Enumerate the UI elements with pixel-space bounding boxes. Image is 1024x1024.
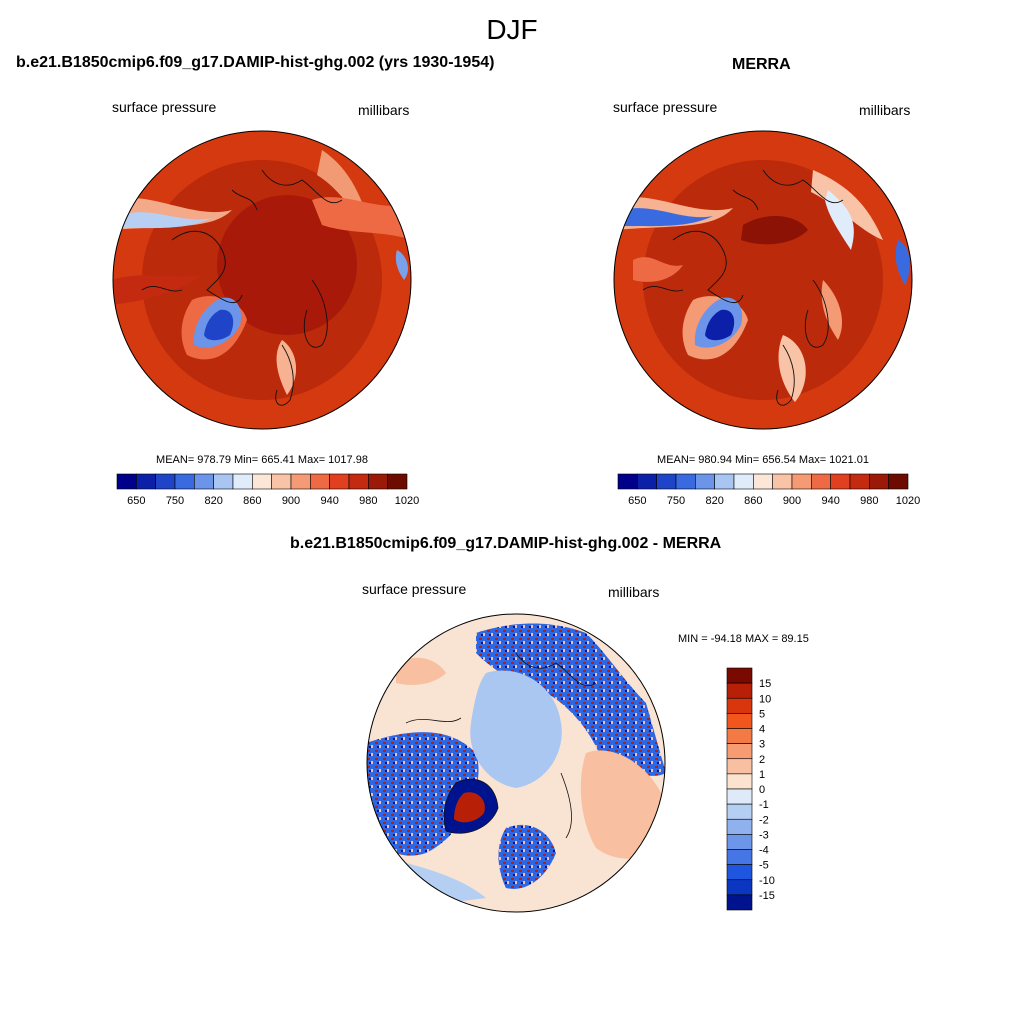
colorbar-obs-tick-label: 980	[860, 495, 878, 507]
colorbar-diff-swatch	[726, 894, 753, 911]
colorbar-model: 650 750 820 860 900 940 980 1020	[116, 473, 419, 507]
colorbar-obs-swatch	[830, 473, 851, 490]
colorbar-diff-tick-label: -15	[759, 890, 775, 902]
colorbar-diff-tick-label: -4	[759, 845, 769, 857]
colorbar-obs-tick-label: 820	[705, 495, 723, 507]
colorbar-obs-tick-label: 650	[628, 495, 646, 507]
colorbar-model-swatch	[329, 473, 350, 490]
colorbar-model-tick-label: 750	[166, 495, 184, 507]
colorbar-diff-tick-label: 5	[759, 708, 765, 720]
colorbar-obs-swatch	[772, 473, 793, 490]
colorbar-diff-swatch	[726, 834, 753, 850]
colorbar-diff-tick-label: 4	[759, 724, 765, 736]
colorbar-obs-tick-label: 750	[667, 495, 685, 507]
colorbar-diff-tick-label: -2	[759, 814, 769, 826]
colorbar-diff-tick-label: -10	[759, 875, 775, 887]
colorbar-model-swatch	[387, 473, 408, 490]
colorbar-diff-tick-label: 10	[759, 693, 771, 705]
colorbar-model-tick-label: 980	[359, 495, 377, 507]
panel-title-obs: MERRA	[732, 56, 791, 73]
colorbar-model-swatch	[252, 473, 272, 490]
panel-title-model: b.e21.B1850cmip6.f09_g17.DAMIP-hist-ghg.…	[16, 54, 495, 71]
colorbar-model-swatch	[155, 473, 176, 490]
figure-title: DJF	[486, 14, 538, 45]
panel-units-label-model: millibars	[358, 102, 410, 118]
colorbar-model-swatch	[174, 473, 195, 490]
panel-stats-obs: MEAN= 980.94 Min= 656.54 Max= 1021.01	[657, 454, 869, 466]
colorbar-obs-swatch	[753, 473, 773, 490]
colorbar-diff-tick-label: 3	[759, 739, 765, 751]
colorbar-diff-swatch	[726, 818, 753, 835]
panel-left-label-model: surface pressure	[112, 99, 217, 115]
colorbar-diff-swatch	[726, 849, 753, 865]
panel-stats-model: MEAN= 978.79 Min= 665.41 Max= 1017.98	[156, 454, 368, 466]
colorbar-diff-swatch	[726, 803, 753, 820]
colorbar-obs-swatch	[617, 473, 638, 490]
colorbar-model-swatch	[232, 473, 253, 490]
colorbar-model-swatch	[194, 473, 214, 490]
colorbar-model-tick-label: 1020	[395, 495, 419, 507]
colorbar-diff-tick-label: 2	[759, 754, 765, 766]
colorbar-model-tick-label: 650	[127, 495, 145, 507]
panel-title-diff: b.e21.B1850cmip6.f09_g17.DAMIP-hist-ghg.…	[290, 535, 722, 552]
colorbar-diff-swatch	[726, 728, 753, 744]
colorbar-obs-tick-label: 860	[744, 495, 762, 507]
colorbar-diff-tick-label: 15	[759, 678, 771, 690]
polar-map-diff	[366, 613, 666, 913]
colorbar-obs-swatch	[695, 473, 715, 490]
colorbar-obs-swatch	[675, 473, 696, 490]
colorbar-diff-swatch	[726, 788, 753, 805]
colorbar-diff-swatch	[726, 682, 753, 699]
colorbar-model-swatch	[310, 473, 330, 490]
colorbar-diff-tick-label: -3	[759, 829, 769, 841]
colorbar-diff-tick-label: 1	[759, 769, 765, 781]
polar-map-model	[112, 130, 412, 430]
colorbar-model-tick-label: 820	[204, 495, 222, 507]
colorbar-obs-swatch	[849, 473, 870, 490]
colorbar-diff-swatch	[726, 743, 753, 760]
colorbar-obs: 650 750 820 860 900 940 980 1020	[617, 473, 920, 507]
colorbar-diff-swatch	[726, 879, 753, 896]
colorbar-obs-swatch	[811, 473, 831, 490]
colorbar-obs-swatch	[733, 473, 754, 490]
colorbar-model-swatch	[348, 473, 369, 490]
colorbar-model-tick-label: 860	[243, 495, 261, 507]
colorbar-diff-swatch	[726, 864, 753, 881]
colorbar-diff-tick-label: -5	[759, 860, 769, 872]
colorbar-obs-swatch	[656, 473, 677, 490]
colorbar-obs-swatch	[637, 473, 657, 490]
panel-units-label-diff: millibars	[608, 584, 660, 600]
colorbar-model-tick-label: 940	[320, 495, 338, 507]
colorbar-model-swatch	[136, 473, 156, 490]
colorbar-obs-swatch	[888, 473, 909, 490]
colorbar-diff-swatch	[726, 713, 753, 729]
colorbar-obs-tick-label: 900	[783, 495, 801, 507]
colorbar-model-swatch	[213, 473, 234, 490]
colorbar-diff-swatch	[726, 697, 753, 714]
colorbar-model-swatch	[271, 473, 292, 490]
panel-left-label-diff: surface pressure	[362, 581, 467, 597]
colorbar-model-tick-label: 900	[282, 495, 300, 507]
colorbar-diff-swatch	[726, 667, 753, 684]
polar-map-obs	[613, 130, 913, 430]
colorbar-model-swatch	[116, 473, 137, 490]
panel-units-label-obs: millibars	[859, 102, 911, 118]
colorbar-obs-swatch	[869, 473, 889, 490]
colorbar-model-swatch	[290, 473, 311, 490]
colorbar-model-swatch	[368, 473, 388, 490]
colorbar-obs-tick-label: 940	[821, 495, 839, 507]
colorbar-diff-swatch	[726, 758, 753, 775]
colorbar-obs-tick-label: 1020	[896, 495, 920, 507]
colorbar-diff-swatch	[726, 773, 753, 790]
colorbar-obs-swatch	[714, 473, 735, 490]
panel-stats-diff: MIN = -94.18 MAX = 89.15	[678, 633, 809, 645]
colorbar-diff-tick-label: 0	[759, 784, 765, 796]
colorbar-obs-swatch	[791, 473, 812, 490]
panel-left-label-obs: surface pressure	[613, 99, 718, 115]
colorbar-diff-tick-label: -1	[759, 799, 769, 811]
